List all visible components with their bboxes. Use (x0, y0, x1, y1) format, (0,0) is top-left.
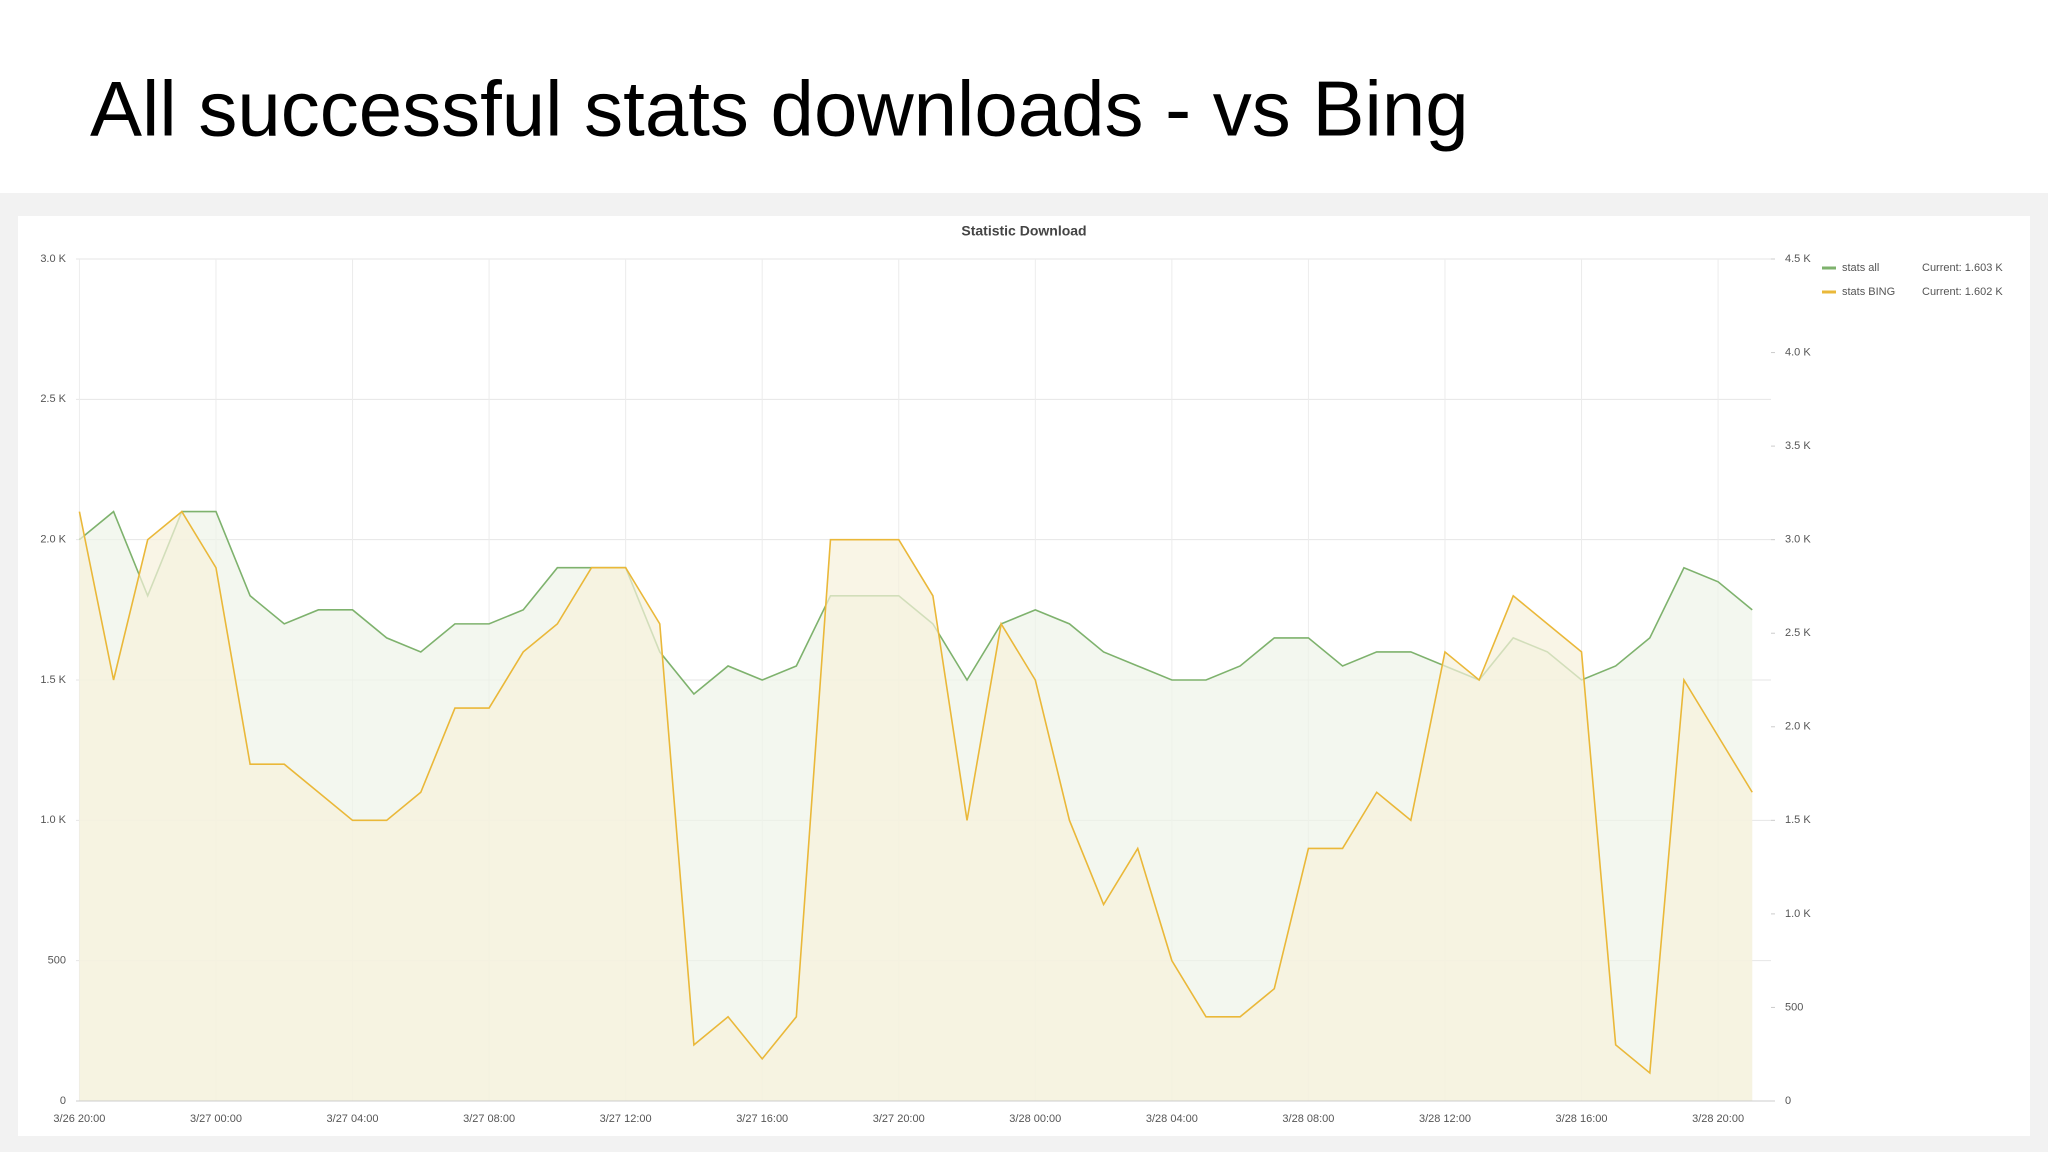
x-tick-label: 3/28 00:00 (1009, 1113, 1061, 1125)
y2-tick-label: 2.5 K (1785, 627, 1811, 639)
legend-label: stats BING (1842, 286, 1895, 298)
y2-tick-label: 2.0 K (1785, 721, 1811, 733)
x-tick-label: 3/27 12:00 (600, 1113, 652, 1125)
x-tick-label: 3/27 16:00 (736, 1113, 788, 1125)
y2-tick-label: 1.5 K (1785, 814, 1811, 826)
x-tick-label: 3/27 20:00 (873, 1113, 925, 1125)
y2-tick-label: 3.5 K (1785, 440, 1811, 452)
x-tick-label: 3/28 12:00 (1419, 1113, 1471, 1125)
x-tick-label: 3/27 00:00 (190, 1113, 242, 1125)
x-tick-label: 3/28 20:00 (1692, 1113, 1744, 1125)
y2-tick-label: 4.0 K (1785, 346, 1811, 358)
series-line (78, 510, 1753, 1075)
x-tick-label: 3/27 08:00 (463, 1113, 515, 1125)
y2-tick-label: 1.0 K (1785, 908, 1811, 920)
y2-tick-label: 500 (1785, 1001, 1803, 1013)
y-tick-label: 1.0 K (40, 814, 66, 826)
y2-tick-label: 4.5 K (1785, 253, 1811, 265)
y2-tick-label: 0 (1785, 1095, 1791, 1107)
y-tick-label: 500 (48, 955, 66, 967)
x-tick-label: 3/28 08:00 (1282, 1113, 1334, 1125)
legend-current: Current: 1.602 K (1922, 286, 2003, 298)
x-tick-label: 3/28 04:00 (1146, 1113, 1198, 1125)
x-tick-label: 3/26 20:00 (53, 1113, 105, 1125)
y2-tick-label: 3.0 K (1785, 534, 1811, 546)
x-tick-label: 3/27 04:00 (327, 1113, 379, 1125)
y-tick-label: 0 (60, 1095, 66, 1107)
chart-title: Statistic Download (961, 223, 1086, 239)
legend-current: Current: 1.603 K (1922, 262, 2003, 274)
legend-label: stats all (1842, 262, 1879, 274)
y-tick-label: 2.5 K (40, 393, 66, 405)
y-tick-label: 3.0 K (40, 253, 66, 265)
series-area (79, 511, 1753, 1102)
y-tick-label: 2.0 K (40, 534, 66, 546)
x-tick-label: 3/28 16:00 (1556, 1113, 1608, 1125)
slide-title: All successful stats downloads - vs Bing (90, 65, 1469, 153)
y-tick-label: 1.5 K (40, 674, 66, 686)
